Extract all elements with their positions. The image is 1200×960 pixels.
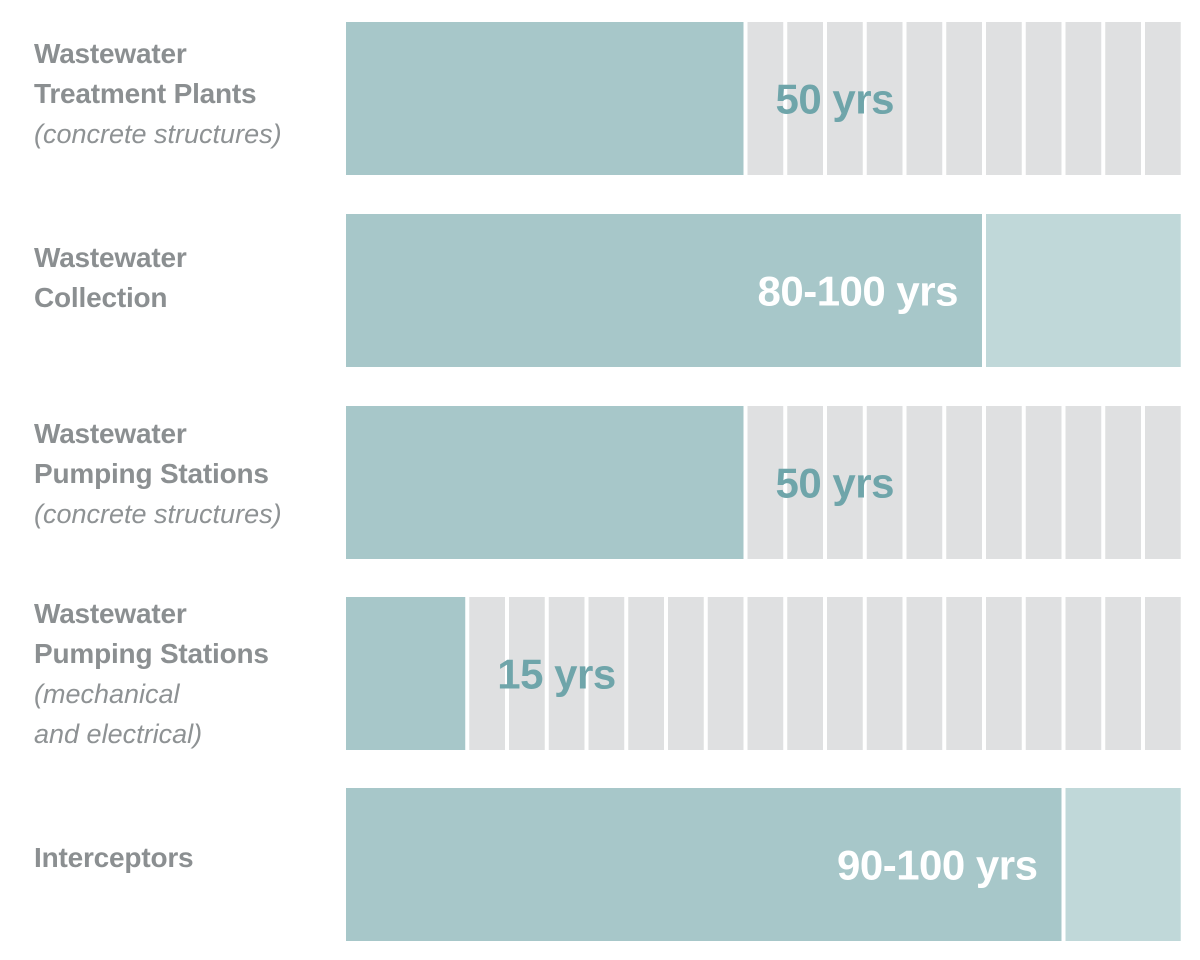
category-name-line: Wastewater <box>34 598 187 629</box>
empty-year-cell <box>906 597 943 750</box>
empty-year-cell <box>787 22 823 175</box>
empty-year-cell <box>509 597 545 750</box>
category-name-line: Treatment Plants <box>34 78 257 109</box>
empty-year-cell <box>1145 22 1181 175</box>
category-note-line: (concrete structures) <box>34 499 282 529</box>
empty-year-cell <box>747 597 784 750</box>
empty-year-cell <box>827 597 863 750</box>
empty-year-cell <box>866 22 903 175</box>
empty-year-cell <box>986 406 1022 559</box>
empty-year-cell <box>1105 406 1141 559</box>
value-labels-layer: 50 yrs 80-100 yrs 50 yrs 15 yrs 90-100 yrs <box>497 76 1038 889</box>
value-label: 90-100 yrs <box>837 842 1038 889</box>
empty-year-cell <box>1145 597 1181 750</box>
empty-year-cell <box>668 597 704 750</box>
bar <box>346 214 982 367</box>
empty-year-cell <box>827 406 863 559</box>
empty-year-cell <box>946 22 982 175</box>
value-label: 15 yrs <box>497 651 615 698</box>
category-name-line: Collection <box>34 282 168 313</box>
empty-year-cell <box>707 597 744 750</box>
category-label: Interceptors <box>34 838 334 878</box>
bar-row <box>346 406 1181 559</box>
empty-year-cell <box>747 22 784 175</box>
empty-year-cell <box>1105 22 1141 175</box>
empty-year-cell <box>986 597 1022 750</box>
bars-layer <box>346 22 1181 941</box>
empty-year-cell <box>906 406 943 559</box>
empty-year-cell <box>1105 597 1141 750</box>
empty-year-cell <box>946 597 982 750</box>
range-extension-bar <box>1065 788 1181 941</box>
empty-year-cell <box>469 597 505 750</box>
empty-year-cell <box>548 597 585 750</box>
bar <box>346 597 466 750</box>
empty-year-cell <box>787 406 823 559</box>
bar-row <box>346 22 1181 175</box>
bar-row <box>346 214 1181 367</box>
category-label: Wastewater Collection <box>34 238 334 318</box>
empty-year-cell <box>1025 406 1062 559</box>
bar <box>346 788 1062 941</box>
empty-year-cell <box>1145 406 1181 559</box>
value-label: 80-100 yrs <box>757 268 958 315</box>
category-name-line: Interceptors <box>34 842 194 873</box>
category-label: Wastewater Pumping Stations (mechanical and… <box>34 594 334 754</box>
empty-year-cell <box>1025 597 1062 750</box>
category-name-line: Pumping Stations <box>34 458 269 489</box>
category-name-line: Wastewater <box>34 38 187 69</box>
empty-year-cell <box>827 22 863 175</box>
empty-year-cell <box>1065 406 1102 559</box>
empty-year-cell <box>986 22 1022 175</box>
empty-year-cell <box>628 597 664 750</box>
category-note-line: (mechanical <box>34 679 180 709</box>
bar-row <box>346 788 1181 941</box>
empty-year-cell <box>866 597 903 750</box>
category-note-line: and electrical) <box>34 719 203 749</box>
value-label: 50 yrs <box>776 460 894 507</box>
category-name-line: Pumping Stations <box>34 638 269 669</box>
bar <box>346 406 744 559</box>
category-note-line: (concrete structures) <box>34 119 282 149</box>
empty-year-cell <box>787 597 823 750</box>
empty-year-cell <box>946 406 982 559</box>
empty-year-cell <box>1025 22 1062 175</box>
bar <box>346 22 744 175</box>
category-name-line: Wastewater <box>34 418 187 449</box>
empty-year-cell <box>588 597 625 750</box>
category-label: Wastewater Treatment Plants (concrete stru… <box>34 34 334 154</box>
empty-year-cell <box>1065 597 1102 750</box>
empty-year-cell <box>906 22 943 175</box>
range-extension-bar <box>986 214 1181 367</box>
bar-row <box>346 597 1181 750</box>
value-label: 50 yrs <box>776 76 894 123</box>
empty-year-cell <box>1065 22 1102 175</box>
category-label: Wastewater Pumping Stations (concrete stru… <box>34 414 334 534</box>
empty-year-cell <box>747 406 784 559</box>
category-name-line: Wastewater <box>34 242 187 273</box>
empty-year-cell <box>866 406 903 559</box>
